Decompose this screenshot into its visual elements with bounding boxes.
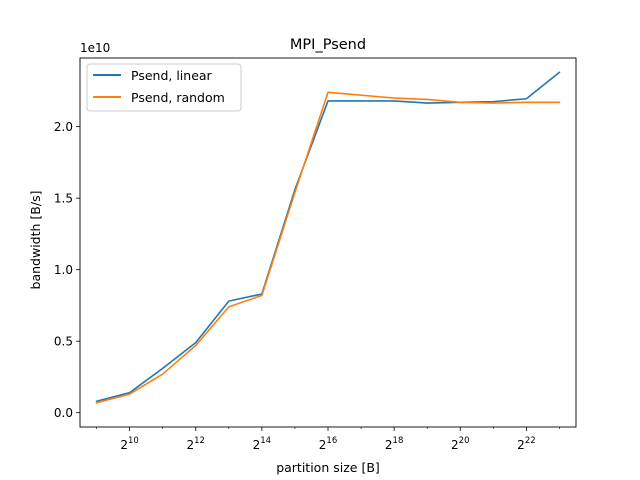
x-tick-label: 214	[253, 436, 271, 452]
legend-label-linear: Psend, linear	[131, 68, 213, 83]
series-line-1	[95, 91, 561, 404]
x-tick-label: 222	[517, 436, 535, 452]
y-axis-scale-label: 1e10	[80, 41, 110, 55]
y-tick-label: 2.0	[54, 120, 73, 134]
x-tick-label: 210	[120, 436, 138, 452]
legend-box	[86, 63, 242, 112]
y-tick-label: 1.5	[54, 191, 73, 205]
y-axis-label: bandwidth [B/s]	[28, 191, 43, 290]
y-tick-label: 1.0	[54, 263, 73, 277]
x-axis-label: partition size [B]	[276, 460, 380, 475]
x-tick-label: 218	[385, 436, 403, 452]
x-tick-label: 220	[451, 436, 469, 452]
x-tick-label: 216	[319, 436, 337, 452]
legend: Psend, linear Psend, random	[86, 63, 242, 112]
y-tick-label: 0.0	[54, 406, 73, 420]
legend-label-random: Psend, random	[131, 90, 225, 105]
y-tick-label: 0.5	[54, 334, 73, 348]
chart-title: MPI_Psend	[290, 37, 366, 53]
axes: 0.0 0.5 1.0 1.5 2.0 210 212 214 216 218 220 222	[54, 57, 577, 452]
x-tick-label: 212	[187, 436, 205, 452]
series-line-0	[95, 71, 561, 403]
plot-area	[95, 71, 561, 404]
